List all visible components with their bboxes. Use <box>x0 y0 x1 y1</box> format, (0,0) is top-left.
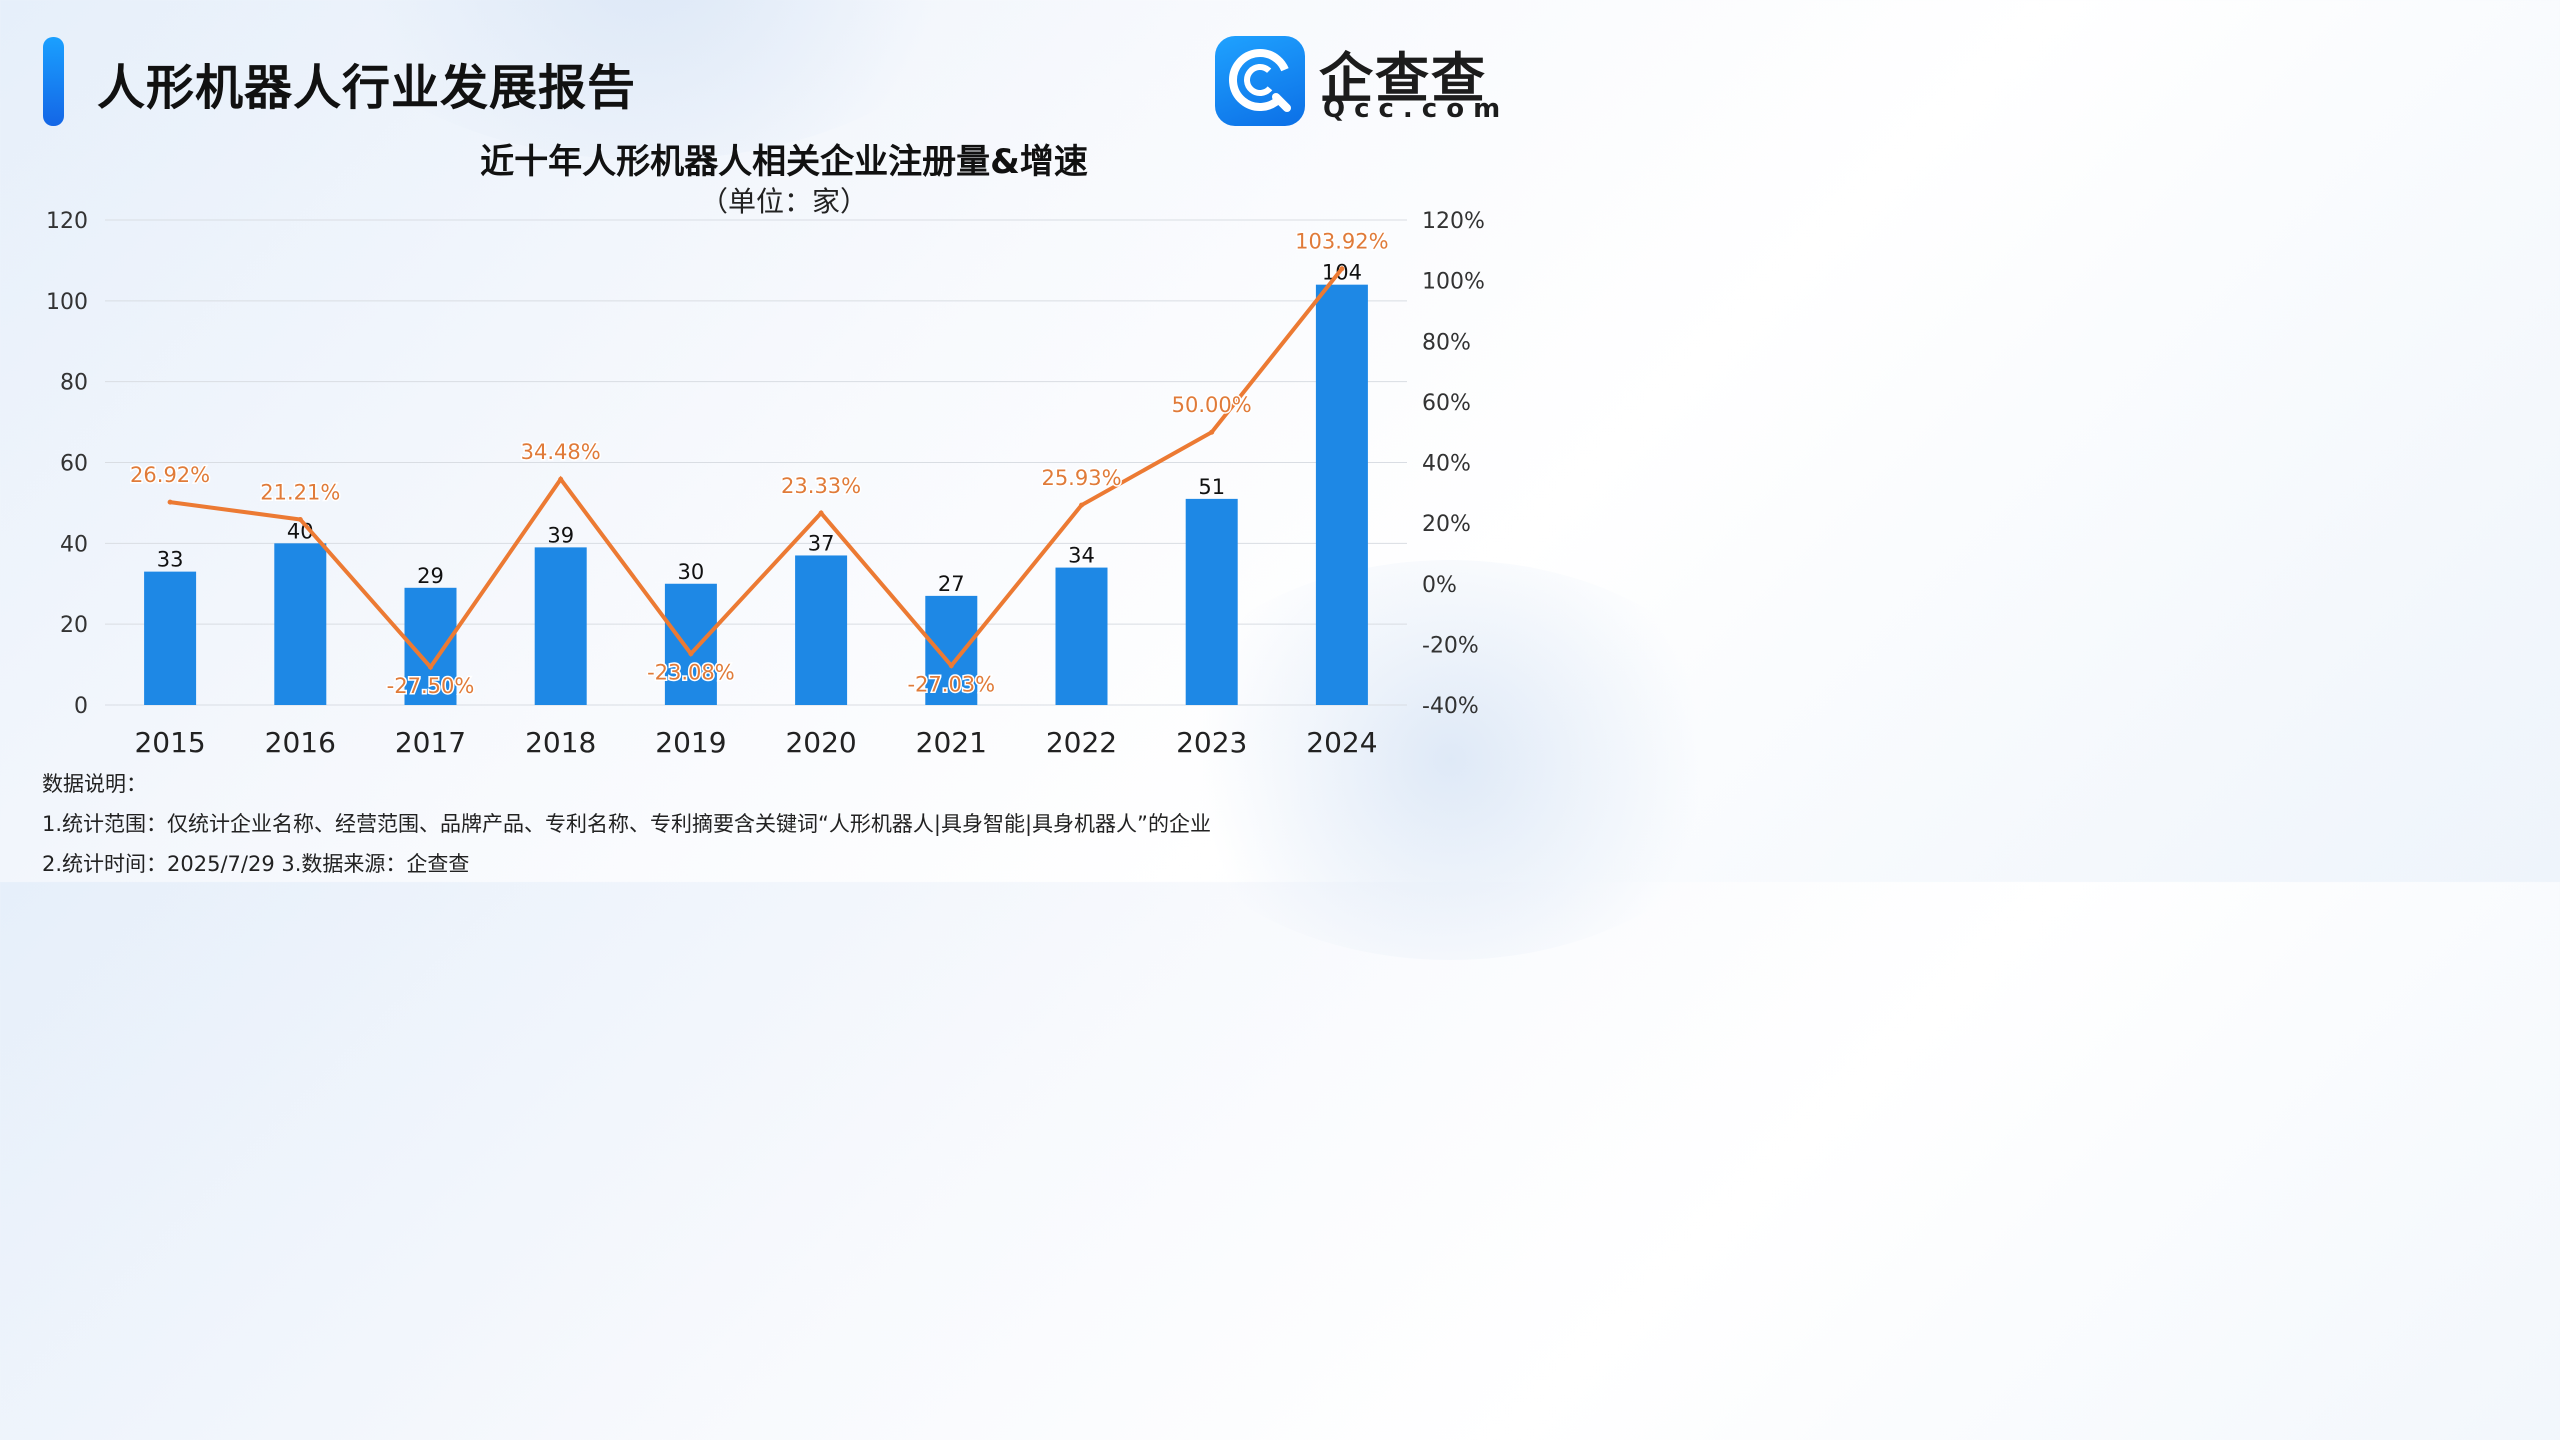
growth-point <box>167 499 173 505</box>
x-tick-label: 2022 <box>1046 726 1117 759</box>
growth-point <box>818 510 824 516</box>
brand-logo: 企查查 Qcc.com <box>1215 36 1515 128</box>
growth-point <box>688 651 694 657</box>
growth-label: 23.33% <box>781 474 861 498</box>
page-title: 人形机器人行业发展报告 <box>97 60 637 116</box>
growth-point <box>948 663 954 669</box>
growth-point <box>1079 502 1084 508</box>
bar-value-label: 34 <box>1068 544 1095 568</box>
y-left-tick-label: 0 <box>74 694 88 719</box>
growth-label: -27.03% <box>907 673 995 697</box>
bar-value-label: 39 <box>547 523 574 547</box>
x-tick-label: 2021 <box>916 726 987 759</box>
bar-value-label: 30 <box>678 560 705 584</box>
title-accent-bar <box>43 37 64 126</box>
growth-label: 26.92% <box>130 463 210 487</box>
y-right-tick-label: -40% <box>1422 694 1479 719</box>
x-tick-label: 2016 <box>265 726 336 759</box>
growth-label: 103.92% <box>1295 230 1388 254</box>
growth-label: -23.08% <box>647 661 735 685</box>
growth-point <box>297 516 303 522</box>
bar <box>664 583 717 705</box>
bar <box>1185 498 1238 705</box>
growth-point <box>1339 266 1345 272</box>
bar-value-label: 37 <box>808 531 835 555</box>
data-notes: 数据说明： 1.统计范围：仅统计企业名称、经营范围、品牌产品、专利名称、专利摘要… <box>42 764 1211 884</box>
logo-wordmark-cn: 企查查 <box>1319 47 1487 110</box>
bar-value-label: 33 <box>157 548 184 572</box>
growth-point <box>428 664 433 670</box>
y-left-tick-label: 60 <box>60 452 88 477</box>
notes-scope: 1.统计范围：仅统计企业名称、经营范围、品牌产品、专利名称、专利摘要含关键词“人… <box>42 812 1211 836</box>
x-tick-label: 2020 <box>785 726 856 759</box>
y-right-tick-label: -20% <box>1422 633 1479 658</box>
background-glow <box>1150 560 1750 960</box>
notes-heading: 数据说明： <box>42 772 147 796</box>
x-tick-label: 2019 <box>655 726 726 759</box>
bar-value-label: 51 <box>1198 475 1225 499</box>
growth-point <box>558 476 564 482</box>
x-tick-label: 2017 <box>395 726 466 759</box>
bar <box>925 595 978 705</box>
bar <box>274 543 327 705</box>
bar <box>1055 567 1108 705</box>
x-tick-label: 2018 <box>525 726 596 759</box>
growth-label: 25.93% <box>1041 466 1121 490</box>
y-left-tick-label: 80 <box>60 371 88 396</box>
chart-subtitle: （单位：家） <box>699 185 868 218</box>
y-right-tick-label: 0% <box>1422 573 1457 598</box>
x-tick-label: 2024 <box>1306 726 1377 759</box>
logo-wordmark-en: Qcc.com <box>1323 94 1510 124</box>
combo-chart: 0 20 40 60 80 100 120 -40% -20% 0% 20% 40% 60% 80% 100… <box>46 209 1485 759</box>
y-left-tick-label: 100 <box>46 290 88 315</box>
y-right-tick-label: 40% <box>1422 452 1471 477</box>
growth-label: 21.21% <box>260 480 340 504</box>
growth-point <box>1209 429 1215 435</box>
notes-time-source: 2.统计时间：2025/7/29 3.数据来源：企查查 <box>42 852 470 876</box>
y-right-tick-label: 80% <box>1422 330 1471 355</box>
y-right-tick-label: 60% <box>1422 391 1471 416</box>
bar <box>144 571 197 705</box>
bar-value-label: 104 <box>1322 261 1362 285</box>
x-tick-label: 2023 <box>1176 726 1247 759</box>
y-right-tick-label: 120% <box>1422 209 1485 234</box>
bar <box>795 555 848 705</box>
growth-line <box>169 267 1344 671</box>
y-left-tick-label: 40 <box>60 532 88 557</box>
growth-label: 34.48% <box>521 440 601 464</box>
bar-value-label: 27 <box>938 572 965 596</box>
bar <box>534 547 587 705</box>
bar-value-label: 29 <box>417 564 444 588</box>
y-left-tick-label: 120 <box>46 209 88 234</box>
qcc-logo-icon <box>1215 36 1305 126</box>
y-right-tick-label: 20% <box>1422 512 1471 537</box>
x-tick-label: 2015 <box>134 726 205 759</box>
growth-label: 50.00% <box>1172 393 1252 417</box>
growth-label: -27.50% <box>387 674 475 698</box>
chart-title: 近十年人形机器人相关企业注册量&增速 <box>480 142 1088 182</box>
y-right-tick-label: 100% <box>1422 270 1485 295</box>
bar <box>1315 284 1368 705</box>
y-left-tick-label: 20 <box>60 613 88 638</box>
